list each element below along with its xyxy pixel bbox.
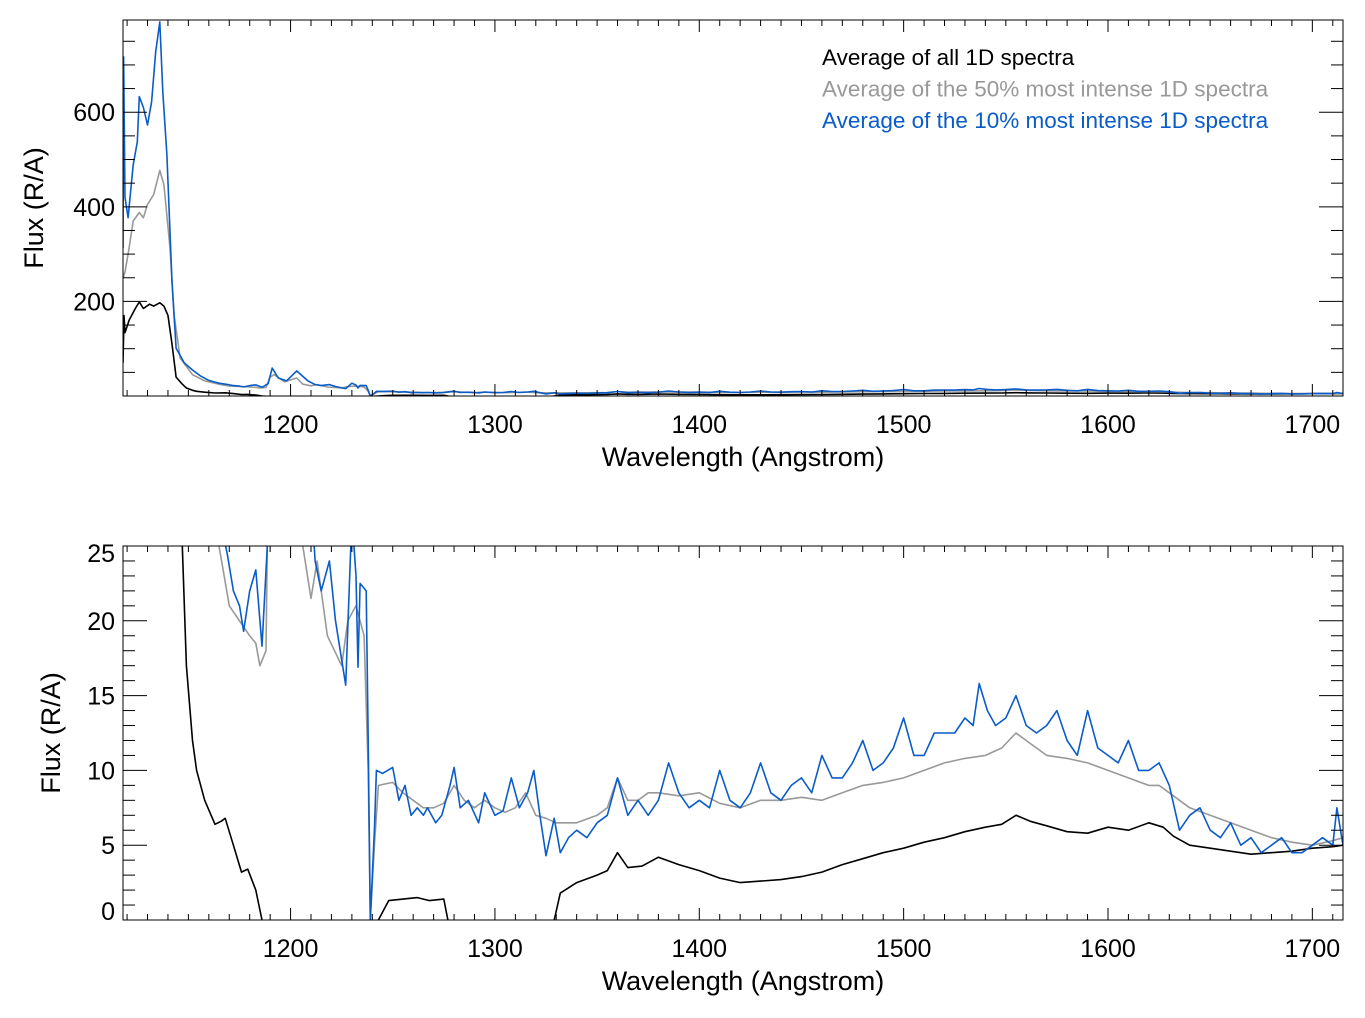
y-tick-label: 10 xyxy=(87,757,115,785)
series-line-average-of-the-50-most-intense-1d-spectra xyxy=(123,169,1343,396)
plot-frame xyxy=(122,545,1344,921)
plot-frame xyxy=(122,19,1344,397)
x-tick-label: 1600 xyxy=(1080,935,1136,963)
x-tick-label: 1300 xyxy=(467,935,523,963)
y-tick-label: 200 xyxy=(73,288,115,316)
x-axis-title: Wavelength (Angstrom) xyxy=(602,966,885,996)
series-line-average-of-all-1d-spectra xyxy=(123,301,1343,396)
x-tick-label: 1500 xyxy=(876,935,932,963)
y-tick-label: 15 xyxy=(87,683,115,711)
series-group xyxy=(181,546,1343,920)
series-line-average-of-the-50-most-intense-1d-spectra xyxy=(218,546,1343,920)
legend: Average of all 1D spectra Average of the … xyxy=(822,45,1269,133)
x-tick-label: 1700 xyxy=(1285,935,1341,963)
legend-entry: Average of all 1D spectra xyxy=(822,45,1075,70)
x-tick-label: 1300 xyxy=(467,411,523,439)
y-tick-label: 25 xyxy=(87,540,115,568)
series-line-average-of-all-1d-spectra xyxy=(181,546,1343,920)
y-tick-label: 0 xyxy=(101,898,115,926)
x-tick-label: 1400 xyxy=(671,411,727,439)
series-line-average-of-the-10-most-intense-1d-spectra xyxy=(123,21,1343,396)
x-axis-title: Wavelength (Angstrom) xyxy=(602,442,885,472)
y-axis-title: Flux (R/A) xyxy=(19,147,49,269)
x-tick-label: 1600 xyxy=(1080,411,1136,439)
x-tick-label: 1200 xyxy=(263,411,319,439)
y-tick-label: 600 xyxy=(73,99,115,127)
legend-entry: Average of the 50% most intense 1D spect… xyxy=(822,77,1269,102)
series-line-average-of-the-10-most-intense-1d-spectra xyxy=(224,546,1343,920)
x-tick-label: 1500 xyxy=(876,411,932,439)
top-panel: 1200 1300 1400 1500 1600 1700 200 400 600 Wavelen… xyxy=(19,19,1344,472)
y-axis-title: Flux (R/A) xyxy=(36,672,66,794)
bottom-panel: 1200 1300 1400 1500 1600 1700 0 5 10 15 20 25 Wavele… xyxy=(36,540,1344,996)
y-tick-label: 400 xyxy=(73,194,115,222)
y-tick-label: 5 xyxy=(101,832,115,860)
x-tick-label: 1400 xyxy=(671,935,727,963)
x-tick-label: 1700 xyxy=(1285,411,1341,439)
y-tick-label: 20 xyxy=(87,608,115,636)
x-tick-label: 1200 xyxy=(263,935,319,963)
legend-entry: Average of the 10% most intense 1D spect… xyxy=(822,108,1269,133)
